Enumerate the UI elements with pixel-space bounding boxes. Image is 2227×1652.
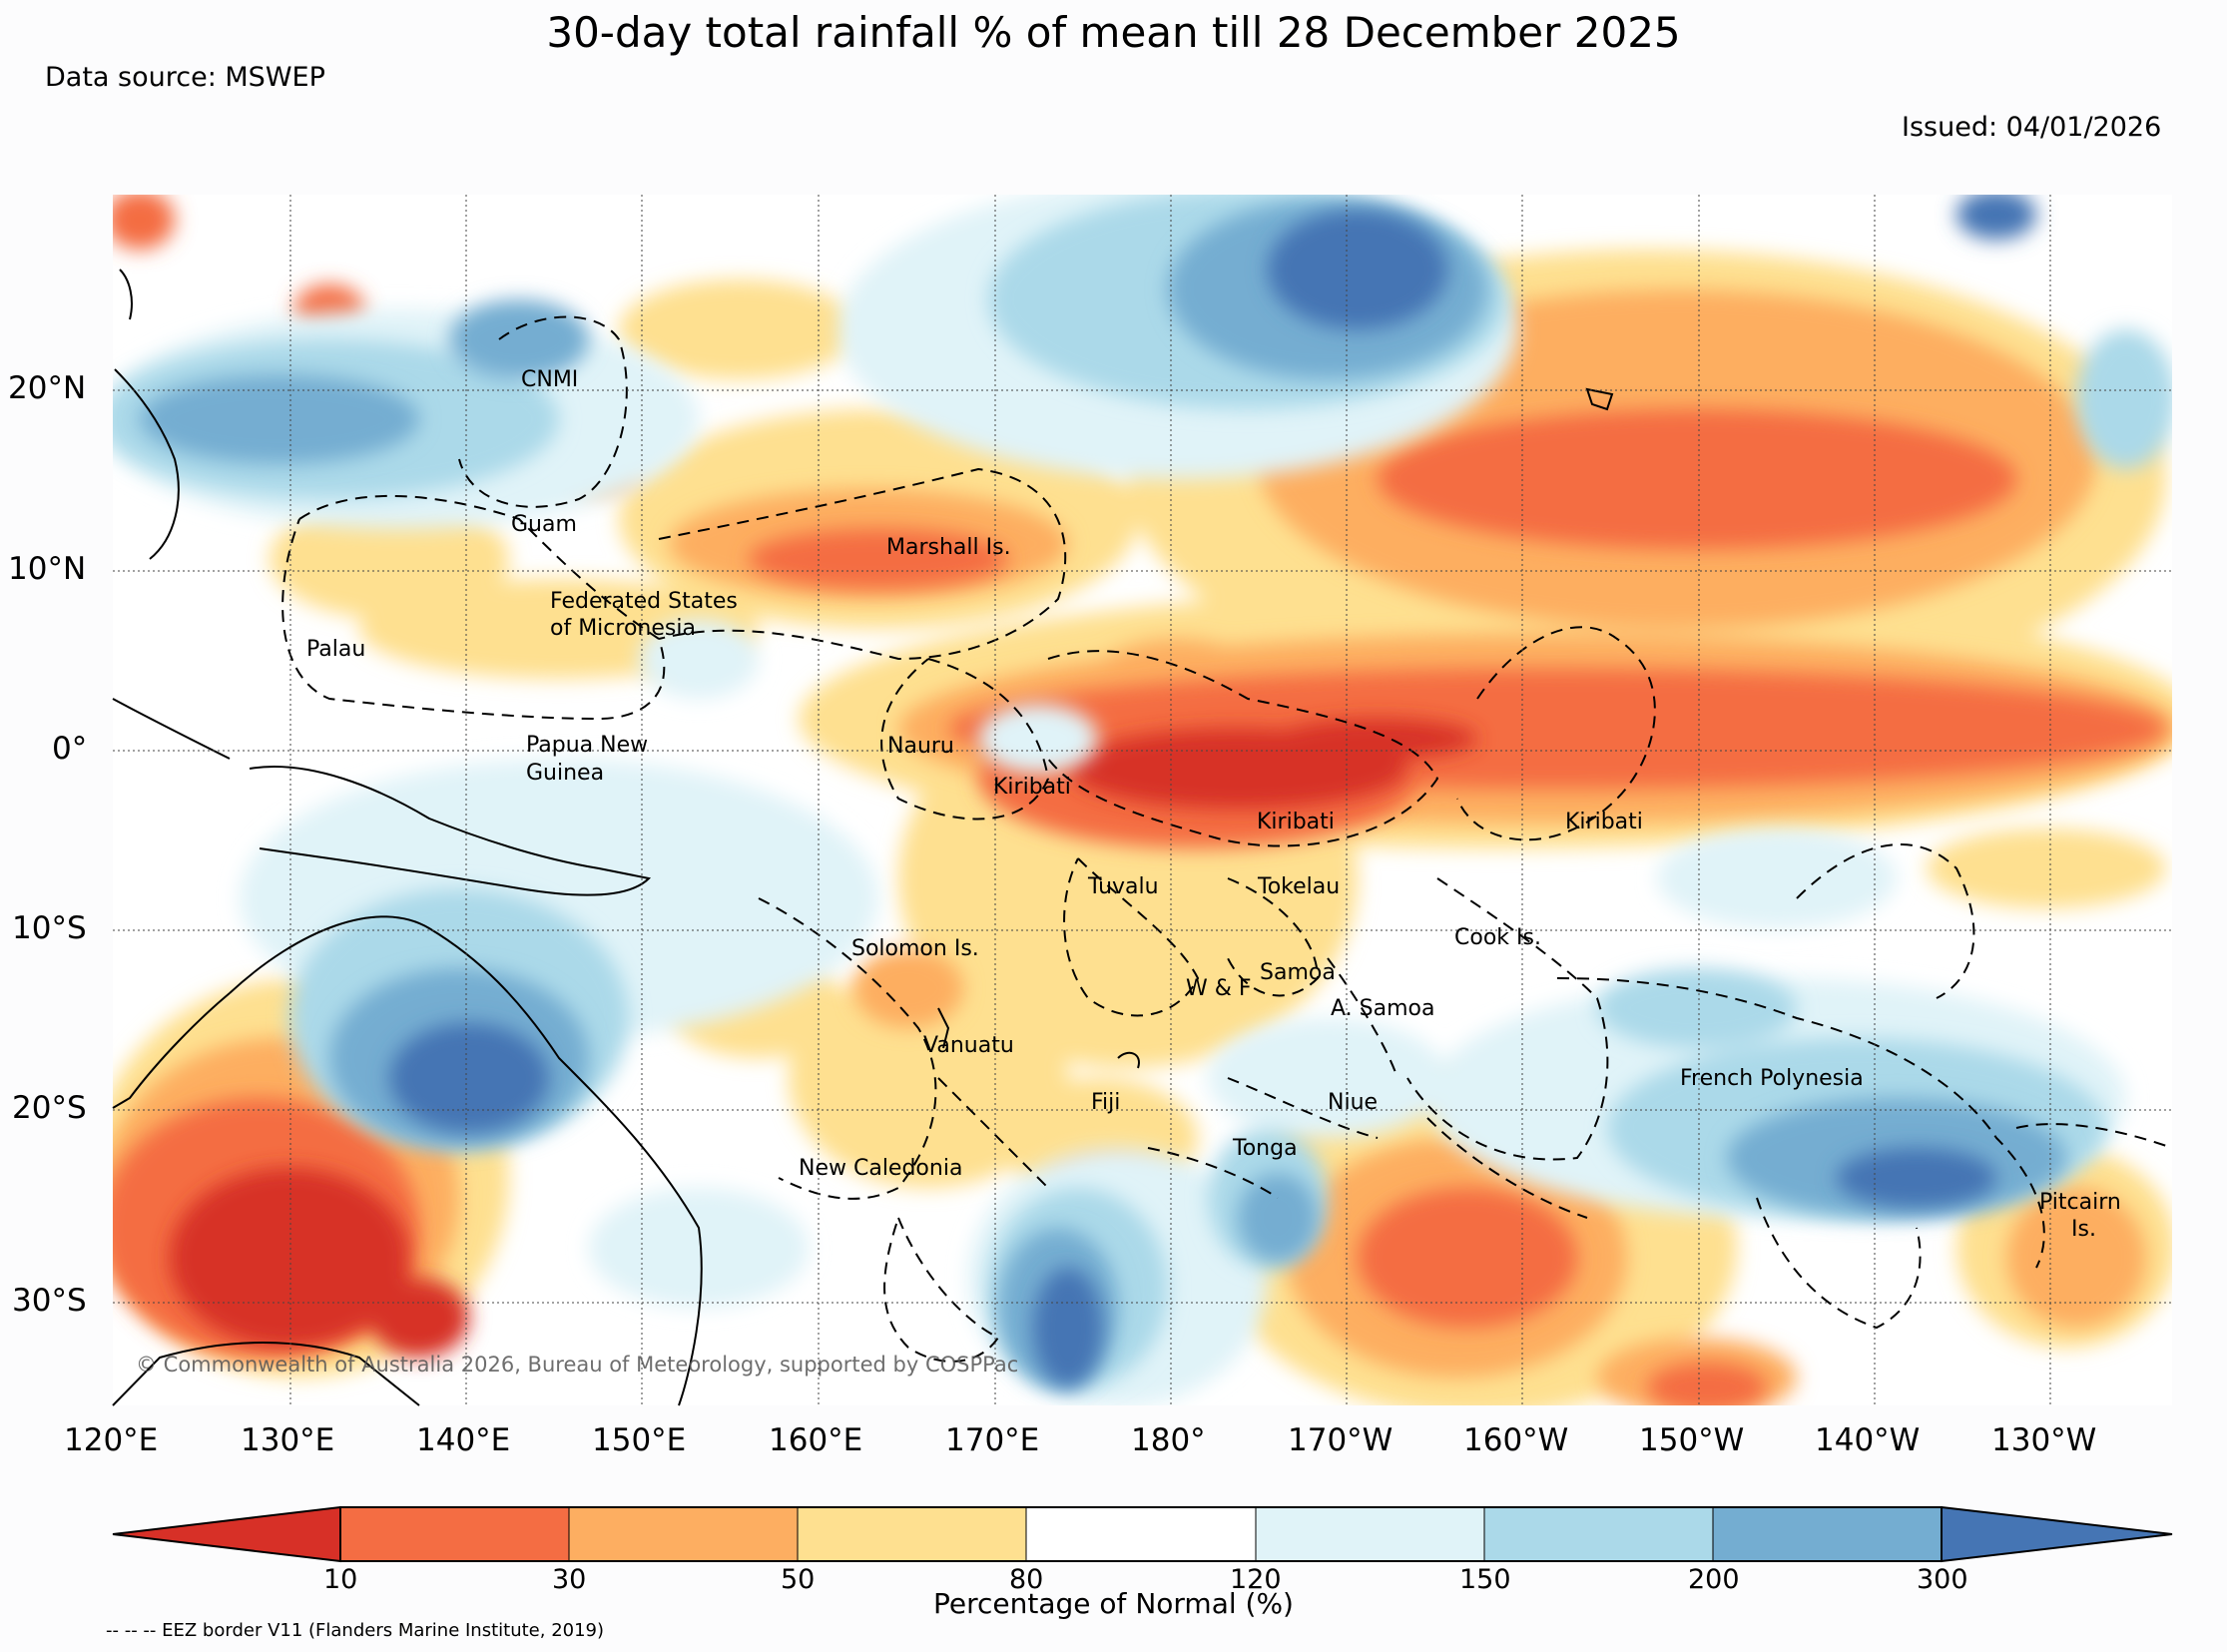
- colorbar-segment-50-80: [797, 1506, 1027, 1562]
- x-tick-160w: 160°W: [1463, 1422, 1569, 1458]
- x-tick-170e: 170°E: [945, 1422, 1040, 1458]
- label-fsm-1: Federated States: [550, 589, 738, 614]
- label-fsm-2: of Micronesia: [550, 616, 696, 641]
- map-title: 30-day total rainfall % of mean till 28 …: [546, 8, 1681, 57]
- eez-borders: [281, 315, 2173, 1363]
- y-tick-10s: 10°S: [12, 910, 87, 946]
- label-solomon: Solomon Is.: [851, 936, 979, 961]
- colorbar-tick-300: 300: [1917, 1564, 1968, 1595]
- colorbar-tick-30: 30: [552, 1564, 587, 1595]
- graticule: [113, 195, 2172, 1405]
- colorbar-max-arrow: [1941, 1505, 2173, 1563]
- colorbar-segment-200-300: [1712, 1506, 1943, 1562]
- copyright-notice: © Commonwealth of Australia 2026, Bureau…: [136, 1353, 1019, 1377]
- label-guam: Guam: [511, 512, 577, 537]
- label-niue: Niue: [1328, 1090, 1379, 1115]
- x-tick-120e: 120°E: [64, 1422, 159, 1458]
- colorbar-tick-80: 80: [1009, 1564, 1044, 1595]
- x-tick-130e: 130°E: [241, 1422, 335, 1458]
- y-tick-30s: 30°S: [12, 1283, 87, 1319]
- label-cook: Cook Is.: [1454, 925, 1541, 950]
- x-tick-140e: 140°E: [416, 1422, 511, 1458]
- rainfall-field: [113, 195, 2172, 1405]
- label-samoa: Samoa: [1260, 960, 1336, 985]
- label-pitcairn-2: Is.: [2071, 1217, 2096, 1242]
- x-tick-170w: 170°W: [1288, 1422, 1393, 1458]
- y-tick-20s: 20°S: [12, 1090, 87, 1126]
- x-tick-150w: 150°W: [1639, 1422, 1745, 1458]
- land-outlines: [112, 269, 1614, 1406]
- label-kiribati-east: Kiribati: [1565, 810, 1643, 834]
- label-kiribati-west: Kiribati: [993, 775, 1071, 800]
- label-cnmi: CNMI: [521, 367, 579, 392]
- label-png-2: Guinea: [526, 761, 605, 786]
- label-new-caledonia: New Caledonia: [799, 1156, 963, 1181]
- y-tick-10n: 10°N: [8, 551, 87, 587]
- colorbar-tick-120: 120: [1230, 1564, 1282, 1595]
- label-wallis-futuna: W & F: [1186, 976, 1252, 1001]
- label-palau: Palau: [306, 637, 366, 662]
- eez-footnote: -- -- -- EEZ border V11 (Flanders Marine…: [106, 1620, 605, 1641]
- colorbar-tick-150: 150: [1459, 1564, 1511, 1595]
- issued-date: Issued: 04/01/2026: [1902, 112, 2162, 143]
- colorbar-segment-30-50: [568, 1506, 799, 1562]
- x-tick-130w: 130°W: [1991, 1422, 2097, 1458]
- colorbar-min-arrow: [112, 1505, 341, 1563]
- data-source: Data source: MSWEP: [45, 62, 325, 93]
- x-tick-140w: 140°W: [1815, 1422, 1921, 1458]
- label-tonga: Tonga: [1233, 1136, 1298, 1161]
- x-tick-160e: 160°E: [769, 1422, 863, 1458]
- label-nauru: Nauru: [887, 734, 954, 759]
- label-american-samoa: A. Samoa: [1331, 996, 1435, 1021]
- colorbar-tick-50: 50: [781, 1564, 816, 1595]
- colorbar-label: Percentage of Normal (%): [933, 1587, 1294, 1620]
- label-fiji: Fiji: [1091, 1090, 1121, 1115]
- x-tick-150e: 150°E: [592, 1422, 687, 1458]
- label-pitcairn-1: Pitcairn: [2039, 1190, 2121, 1215]
- label-kiribati-central: Kiribati: [1257, 810, 1335, 834]
- label-tuvalu: Tuvalu: [1088, 874, 1159, 899]
- label-marshall: Marshall Is.: [886, 535, 1011, 560]
- label-vanuatu: Vanuatu: [923, 1033, 1014, 1058]
- colorbar-segment-80-120: [1025, 1506, 1257, 1562]
- x-tick-180: 180°: [1131, 1422, 1206, 1458]
- label-png-1: Papua New: [526, 733, 649, 758]
- colorbar-tick-200: 200: [1688, 1564, 1740, 1595]
- colorbar-tick-10: 10: [323, 1564, 358, 1595]
- y-tick-0: 0°: [52, 731, 88, 767]
- colorbar-segment-150-200: [1483, 1506, 1714, 1562]
- label-tokelau: Tokelau: [1258, 874, 1341, 899]
- y-tick-20n: 20°N: [8, 370, 87, 406]
- colorbar-segment-10-30: [339, 1506, 570, 1562]
- colorbar-segment-120-150: [1255, 1506, 1485, 1562]
- label-french-polynesia: French Polynesia: [1680, 1066, 1864, 1091]
